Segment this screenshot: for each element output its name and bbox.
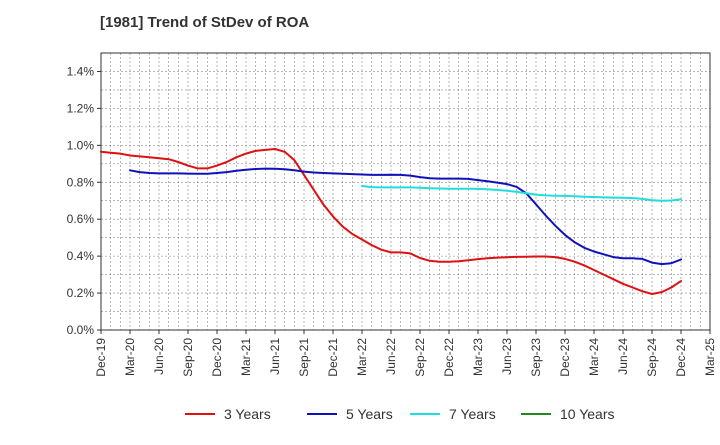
series-line-7-years [361,185,682,202]
x-tick-label: Mar-23 [471,338,485,376]
x-tick-label: Sep-23 [529,338,543,377]
legend-label: 7 Years [449,406,496,422]
y-tick-label: 0.0% [67,323,95,337]
x-tick-label: Dec-21 [326,338,340,377]
x-tick-label: Jun-20 [152,338,166,375]
y-tick-label: 0.2% [67,286,95,300]
plot-frame [100,52,711,331]
x-tick-label: Jun-21 [268,338,282,375]
x-tick-label: Mar-20 [123,338,137,376]
y-tick-label: 0.6% [67,212,95,226]
x-tick-label: Sep-20 [181,338,195,377]
legend-label: 10 Years [560,406,615,422]
x-tick-label: Jun-22 [384,338,398,375]
x-tick-label: Jun-24 [616,338,630,375]
y-tick-label: 1.2% [67,101,95,115]
x-tick-label: Mar-24 [587,338,601,376]
x-tick-label: Jun-23 [500,338,514,375]
x-tick-label: Sep-22 [413,338,427,377]
x-tick-label: Mar-21 [239,338,253,376]
x-tick-label: Mar-22 [355,338,369,376]
series-line-5-years [129,167,682,266]
x-tick-label: Dec-20 [210,338,224,377]
y-tick-label: 1.0% [67,138,95,152]
plot-area [101,53,710,330]
y-tick-label: 0.4% [67,249,95,263]
legend-label: 3 Years [224,406,271,422]
y-tick-label: 0.8% [67,175,95,189]
x-tick-label: Dec-19 [94,338,108,377]
y-tick-label: 1.4% [67,64,95,78]
x-tick-label: Dec-24 [674,338,688,377]
chart-title: [1981] Trend of StDev of ROA [100,14,310,31]
legend-label: 5 Years [346,406,393,422]
x-tick-label: Sep-21 [297,338,311,377]
x-tick-label: Dec-23 [558,338,572,377]
x-tick-label: Sep-24 [645,338,659,377]
x-tick-label: Mar-25 [703,338,717,376]
x-tick-label: Dec-22 [442,338,456,377]
series-line-3-years [100,148,682,295]
